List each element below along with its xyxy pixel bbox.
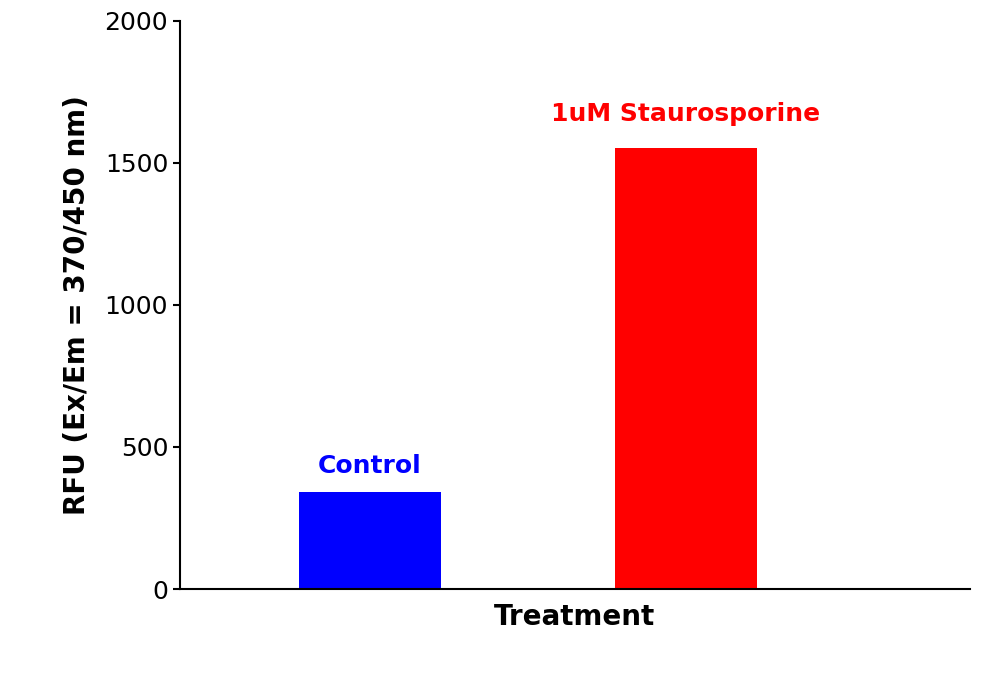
Bar — [614, 149, 757, 589]
Text: Control: Control — [318, 454, 421, 478]
X-axis label: Treatment: Treatment — [494, 603, 656, 631]
Text: 1uM Staurosporine: 1uM Staurosporine — [551, 102, 820, 126]
Y-axis label: RFU (Ex/Em = 370/450 nm): RFU (Ex/Em = 370/450 nm) — [63, 95, 91, 514]
Bar — [298, 493, 441, 589]
